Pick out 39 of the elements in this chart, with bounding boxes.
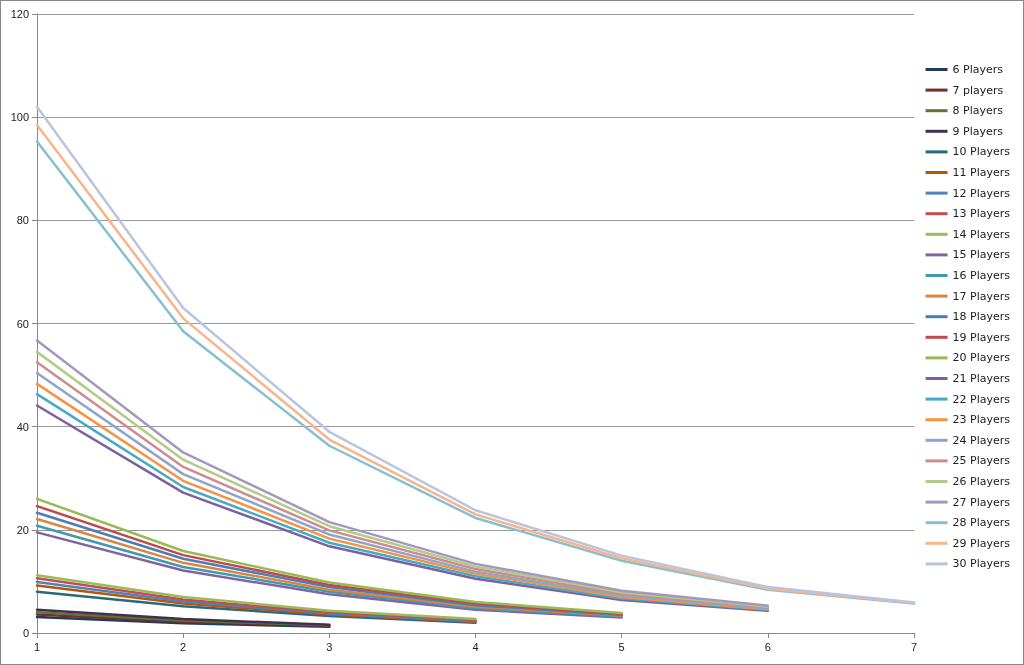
legend-label: 21 Players bbox=[952, 372, 1011, 385]
legend-label: 14 Players bbox=[952, 227, 1011, 241]
x-tick-label: 7 bbox=[910, 640, 918, 653]
y-tick-label: 60 bbox=[16, 317, 29, 330]
x-tick-label: 6 bbox=[764, 640, 771, 653]
x-tick-label: 2 bbox=[180, 640, 187, 653]
y-tick-label: 0 bbox=[22, 627, 29, 639]
y-tick-label: 80 bbox=[16, 214, 29, 227]
legend-label: 26 Players bbox=[952, 475, 1011, 488]
legend-label: 8 Players bbox=[952, 104, 1004, 118]
x-tick-label: 1 bbox=[33, 640, 41, 653]
legend-label: 10 Players bbox=[952, 145, 1011, 159]
y-tick-label: 20 bbox=[16, 523, 29, 536]
legend-label: 17 Players bbox=[952, 289, 1011, 303]
legend-label: 18 Players bbox=[952, 310, 1011, 324]
legend-label: 30 Players bbox=[952, 557, 1011, 571]
legend-label: 6 Players bbox=[952, 63, 1004, 76]
legend-label: 13 Players bbox=[952, 207, 1011, 221]
legend-label: 15 Players bbox=[952, 248, 1011, 262]
x-tick-label: 3 bbox=[326, 640, 333, 653]
x-tick-label: 4 bbox=[472, 640, 479, 653]
legend-label: 27 Players bbox=[952, 495, 1011, 509]
legend-label: 9 Players bbox=[952, 124, 1004, 138]
legend-label: 19 Players bbox=[952, 330, 1011, 344]
legend-label: 20 Players bbox=[952, 351, 1011, 365]
legend-label: 16 Players bbox=[952, 269, 1011, 282]
legend-label: 12 Players bbox=[952, 186, 1011, 200]
x-tick-label: 5 bbox=[618, 640, 625, 653]
legend-label: 25 Players bbox=[952, 454, 1011, 468]
legend-label: 11 Players bbox=[952, 166, 1011, 179]
y-tick-label: 100 bbox=[10, 111, 29, 124]
y-tick-label: 40 bbox=[16, 420, 29, 433]
legend-label: 24 Players bbox=[952, 433, 1011, 447]
legend-label: 28 Players bbox=[952, 516, 1011, 530]
y-tick-label: 120 bbox=[10, 8, 29, 20]
legend-label: 29 Players bbox=[952, 536, 1011, 550]
legend-label: 7 players bbox=[952, 83, 1004, 97]
legend-label: 22 Players bbox=[952, 392, 1011, 406]
legend-label: 23 Players bbox=[952, 413, 1011, 427]
